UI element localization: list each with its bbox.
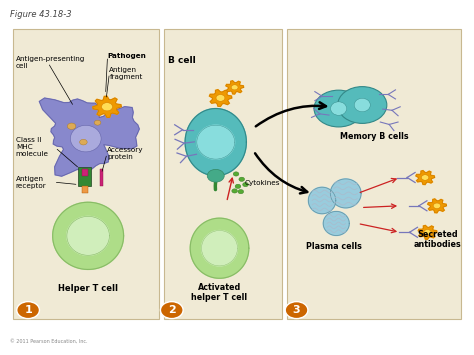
Text: Antigen-presenting
cell: Antigen-presenting cell <box>16 56 85 69</box>
Polygon shape <box>190 218 249 278</box>
Polygon shape <box>197 125 235 159</box>
Polygon shape <box>201 230 237 266</box>
Text: 3: 3 <box>293 305 301 315</box>
Polygon shape <box>416 171 435 185</box>
Text: Helper T cell: Helper T cell <box>58 284 118 293</box>
Polygon shape <box>309 187 336 214</box>
Circle shape <box>433 203 440 208</box>
Ellipse shape <box>330 102 346 115</box>
Circle shape <box>94 120 101 125</box>
Polygon shape <box>330 179 361 208</box>
FancyBboxPatch shape <box>12 29 159 319</box>
Polygon shape <box>418 225 437 239</box>
Bar <box>82 186 88 193</box>
Circle shape <box>285 302 308 318</box>
Polygon shape <box>226 81 244 94</box>
Text: 1: 1 <box>24 305 32 315</box>
Polygon shape <box>323 212 349 235</box>
Text: Antigen
receptor: Antigen receptor <box>16 176 46 189</box>
Bar <box>78 167 91 186</box>
Text: Cytokines: Cytokines <box>245 180 280 186</box>
Circle shape <box>160 302 183 318</box>
Text: © 2011 Pearson Education, Inc.: © 2011 Pearson Education, Inc. <box>10 339 88 344</box>
Polygon shape <box>210 90 232 106</box>
Polygon shape <box>428 199 447 213</box>
Text: Class II
MHC
molecule: Class II MHC molecule <box>16 137 49 158</box>
Polygon shape <box>39 98 139 176</box>
Circle shape <box>80 139 87 145</box>
Circle shape <box>238 190 244 194</box>
Circle shape <box>421 175 429 180</box>
Circle shape <box>207 169 224 182</box>
Circle shape <box>67 123 76 130</box>
Ellipse shape <box>71 125 101 152</box>
Text: B cell: B cell <box>168 56 196 65</box>
FancyBboxPatch shape <box>164 29 282 319</box>
Circle shape <box>233 172 239 176</box>
Circle shape <box>17 302 39 318</box>
Circle shape <box>314 90 363 127</box>
Text: Activated
helper T cell: Activated helper T cell <box>191 283 247 302</box>
Text: Pathogen: Pathogen <box>107 53 146 59</box>
Circle shape <box>337 87 387 124</box>
Text: 2: 2 <box>168 305 176 315</box>
Polygon shape <box>93 96 121 118</box>
Circle shape <box>232 189 237 193</box>
Text: Accessory
protein: Accessory protein <box>107 147 144 160</box>
Circle shape <box>216 95 225 101</box>
Circle shape <box>239 177 245 181</box>
Text: Secreted
antibodies: Secreted antibodies <box>414 230 462 249</box>
Polygon shape <box>53 202 124 269</box>
Circle shape <box>235 184 241 189</box>
Bar <box>100 169 103 186</box>
Polygon shape <box>67 217 109 255</box>
Text: Figure 43.18-3: Figure 43.18-3 <box>10 10 72 18</box>
Polygon shape <box>185 109 246 176</box>
Ellipse shape <box>354 98 370 112</box>
Circle shape <box>243 182 248 187</box>
Text: Plasma cells: Plasma cells <box>306 242 362 251</box>
Bar <box>82 169 88 176</box>
Text: Antigen
fragment: Antigen fragment <box>109 67 143 80</box>
Circle shape <box>231 85 238 90</box>
FancyBboxPatch shape <box>287 29 462 319</box>
Circle shape <box>101 103 112 111</box>
Circle shape <box>424 230 431 235</box>
Text: Memory B cells: Memory B cells <box>340 132 409 141</box>
